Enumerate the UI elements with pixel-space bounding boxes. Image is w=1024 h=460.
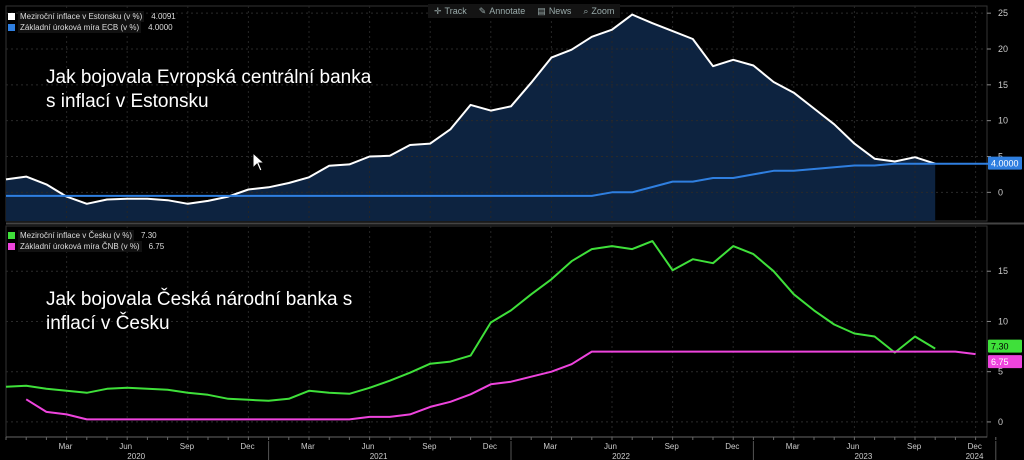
x-month-label: Dec [725, 442, 739, 451]
top-annotation: Jak bojovala Evropská centrální banka s i… [46, 67, 372, 112]
legend-item-estonia-cpi[interactable]: Meziroční inflace v Estonsku (v %) 4.009… [8, 11, 176, 22]
x-month-label: Sep [180, 442, 195, 451]
bottom-annotation: Jak bojovala Česká národní banka s inflac… [46, 289, 353, 334]
cnb-current-value: 6.75 [991, 357, 1009, 367]
x-month-label: Dec [968, 442, 982, 451]
cnb-current-value-bg [988, 355, 1022, 369]
estonia-inflation-line [5, 13, 936, 205]
x-month-label: Mar [301, 442, 315, 451]
ecb-current-value-bg [988, 156, 1022, 170]
y-tick-label: 5 [998, 152, 1003, 162]
magnifier-icon: ⌕ [583, 5, 589, 16]
mouse-cursor-icon [252, 152, 266, 172]
x-month-label: Jun [604, 442, 617, 451]
y-tick-label: 0 [998, 187, 1003, 197]
y-tick-label: 15 [998, 266, 1008, 276]
y-tick-label: 15 [998, 80, 1008, 90]
panel-2-frame [5, 225, 988, 438]
x-month-label: Mar [59, 442, 73, 451]
x-month-label: Jun [362, 442, 375, 451]
x-year-label: 2024 [966, 452, 984, 460]
track-button[interactable]: ✛ Track [434, 5, 467, 17]
ecb-rate-line [6, 162, 996, 197]
y-tick-label: 0 [998, 417, 1003, 427]
legend-swatch [8, 24, 15, 31]
legend-swatch [8, 13, 15, 20]
y-tick-label: 5 [998, 367, 1003, 377]
news-icon: ▤ [537, 5, 546, 16]
ecb-current-value: 4.0000 [991, 159, 1019, 169]
legend-swatch [8, 243, 15, 250]
x-month-label: Jun [119, 442, 132, 451]
news-button[interactable]: ▤ News [537, 5, 572, 17]
pencil-icon: ✎ [478, 5, 487, 16]
legend-item-cnb-rate[interactable]: Základní úroková míra ČNB (v %) 6.75 [8, 241, 164, 252]
x-year-label: 2020 [127, 452, 145, 460]
cnb-rate-line [25, 350, 976, 421]
x-month-label: Mar [786, 442, 800, 451]
x-month-label: Mar [543, 442, 557, 451]
legend-swatch [8, 232, 15, 239]
x-month-label: Jun [846, 442, 859, 451]
crosshair-icon: ✛ [434, 5, 442, 16]
annotate-button[interactable]: ✎ Annotate [478, 5, 526, 17]
zoom-button[interactable]: ⌕ Zoom [583, 5, 615, 17]
x-month-label: Sep [422, 442, 437, 451]
y-tick-label: 25 [998, 8, 1008, 18]
x-month-label: Sep [665, 442, 680, 451]
top-legend: Meziroční inflace v Estonsku (v %) 4.009… [8, 11, 176, 33]
y-tick-label: 10 [998, 116, 1008, 126]
y-tick-label: 10 [998, 316, 1008, 326]
x-month-label: Sep [907, 442, 922, 451]
legend-item-czech-cpi[interactable]: Meziroční inflace v Česku (v %) 7.30 [8, 230, 164, 241]
bottom-legend: Meziroční inflace v Česku (v %) 7.30 Zák… [8, 230, 164, 252]
x-year-label: 2022 [612, 452, 630, 460]
x-year-label: 2023 [855, 452, 873, 460]
x-month-label: Dec [240, 442, 254, 451]
estonia-inflation-area [6, 14, 936, 221]
y-tick-label: 20 [998, 44, 1008, 54]
chart-toolbar: ✛ Track ✎ Annotate ▤ News ⌕ Zoom [428, 4, 621, 18]
x-month-label: Dec [483, 442, 497, 451]
czech-inflation-line [5, 240, 936, 402]
legend-item-ecb-rate[interactable]: Základní úroková míra ECB (v %) 4.0000 [8, 22, 176, 33]
czech-cpi-current-value: 7.30 [991, 342, 1009, 352]
x-year-label: 2021 [370, 452, 388, 460]
czech-cpi-current-value-bg [988, 339, 1022, 353]
